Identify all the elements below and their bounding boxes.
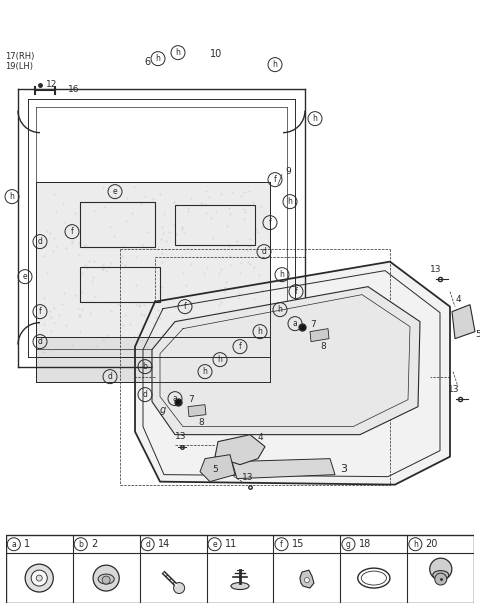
- Text: h: h: [277, 305, 282, 314]
- Text: 11: 11: [225, 539, 237, 549]
- Text: e: e: [212, 540, 217, 548]
- Text: f: f: [274, 175, 276, 184]
- Text: a: a: [12, 540, 16, 548]
- Ellipse shape: [98, 574, 114, 584]
- Text: 18: 18: [359, 539, 371, 549]
- Text: g: g: [160, 405, 166, 415]
- Circle shape: [25, 564, 53, 592]
- Text: 13: 13: [242, 473, 253, 482]
- Text: g: g: [346, 540, 351, 548]
- Text: 10: 10: [210, 48, 222, 59]
- Circle shape: [435, 573, 447, 585]
- Text: h: h: [279, 270, 285, 279]
- Text: 8: 8: [198, 418, 204, 427]
- Polygon shape: [135, 262, 450, 485]
- Text: f: f: [184, 302, 186, 311]
- Text: h: h: [10, 192, 14, 201]
- Text: f: f: [71, 227, 73, 236]
- Text: b: b: [78, 540, 83, 548]
- Text: 7: 7: [310, 320, 316, 329]
- Text: 13: 13: [430, 265, 442, 274]
- Text: 3: 3: [340, 464, 347, 474]
- Polygon shape: [36, 337, 270, 382]
- Circle shape: [174, 582, 185, 593]
- Text: h: h: [288, 197, 292, 206]
- Text: 14: 14: [158, 539, 170, 549]
- Text: e: e: [23, 272, 27, 281]
- Text: 2: 2: [91, 539, 97, 549]
- Text: f: f: [295, 287, 298, 296]
- Text: 13: 13: [175, 431, 187, 441]
- Polygon shape: [152, 287, 420, 435]
- Text: e: e: [113, 187, 117, 196]
- Text: d: d: [143, 390, 147, 399]
- Text: f: f: [38, 307, 41, 316]
- Text: 17(RH): 17(RH): [5, 52, 35, 61]
- Polygon shape: [452, 305, 475, 339]
- Polygon shape: [232, 459, 335, 479]
- Text: f: f: [239, 342, 241, 351]
- Circle shape: [93, 565, 119, 591]
- Text: h: h: [217, 355, 222, 364]
- Text: f: f: [269, 218, 271, 227]
- Text: 4: 4: [456, 295, 462, 304]
- Text: h: h: [156, 54, 160, 63]
- Text: h: h: [273, 60, 277, 69]
- Text: 15: 15: [291, 539, 304, 549]
- Ellipse shape: [231, 582, 249, 590]
- Text: 1: 1: [24, 539, 30, 549]
- Text: d: d: [37, 237, 42, 246]
- Text: a: a: [293, 319, 298, 328]
- Text: h: h: [413, 540, 418, 548]
- Text: 5: 5: [475, 330, 480, 339]
- Text: h: h: [312, 114, 317, 123]
- Circle shape: [430, 558, 452, 580]
- Text: 13: 13: [448, 385, 459, 394]
- Text: 16: 16: [68, 85, 80, 94]
- Text: b: b: [143, 362, 147, 371]
- Circle shape: [31, 570, 47, 586]
- Text: h: h: [203, 367, 207, 376]
- Text: 9: 9: [285, 167, 291, 176]
- Circle shape: [36, 575, 42, 581]
- Polygon shape: [188, 405, 206, 417]
- Text: 12: 12: [46, 80, 58, 89]
- Text: h: h: [176, 48, 180, 57]
- Text: 6: 6: [144, 56, 150, 67]
- Text: d: d: [108, 372, 112, 381]
- Text: f: f: [280, 540, 283, 548]
- Text: a: a: [173, 394, 178, 403]
- Ellipse shape: [433, 571, 449, 579]
- Text: 20: 20: [425, 539, 438, 549]
- Text: 19(LH): 19(LH): [5, 62, 33, 71]
- Text: 5: 5: [212, 465, 218, 474]
- Circle shape: [304, 578, 310, 582]
- Text: d: d: [145, 540, 150, 548]
- Text: 4: 4: [258, 433, 264, 442]
- Polygon shape: [310, 328, 329, 342]
- Text: d: d: [262, 247, 266, 256]
- Text: 8: 8: [320, 342, 326, 351]
- Circle shape: [102, 576, 110, 584]
- Text: h: h: [258, 327, 263, 336]
- Polygon shape: [36, 182, 270, 357]
- Polygon shape: [300, 570, 314, 588]
- Text: 7: 7: [188, 395, 194, 404]
- Text: d: d: [37, 337, 42, 346]
- Polygon shape: [200, 454, 235, 482]
- Polygon shape: [215, 435, 265, 465]
